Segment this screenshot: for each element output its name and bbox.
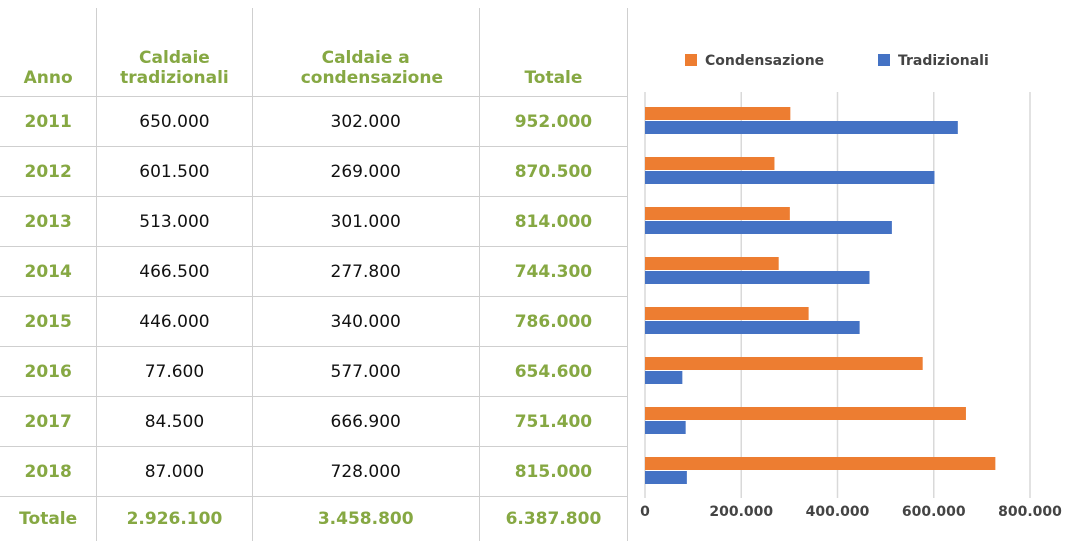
bar [645,121,958,134]
x-tick-label: 200.000 [709,504,773,520]
x-tick-label: 400.000 [806,504,870,520]
bar [645,471,687,484]
bar [645,271,870,284]
x-tick-label: 0 [640,504,650,520]
x-tick-label: 800.000 [998,504,1062,520]
bar [645,221,892,234]
bar [645,407,966,420]
bar [645,171,934,184]
bar [645,257,779,270]
bar [645,107,790,120]
bar [645,421,686,434]
bar [645,307,809,320]
x-tick-label: 600.000 [902,504,966,520]
bar [645,207,790,220]
legend-swatch [878,54,890,66]
bar [645,357,923,370]
legend-label: Condensazione [705,53,824,69]
bar [645,321,860,334]
bar [645,457,995,470]
legend-label: Tradizionali [898,53,989,69]
legend-swatch [685,54,697,66]
bar [645,371,682,384]
bar [645,157,774,170]
